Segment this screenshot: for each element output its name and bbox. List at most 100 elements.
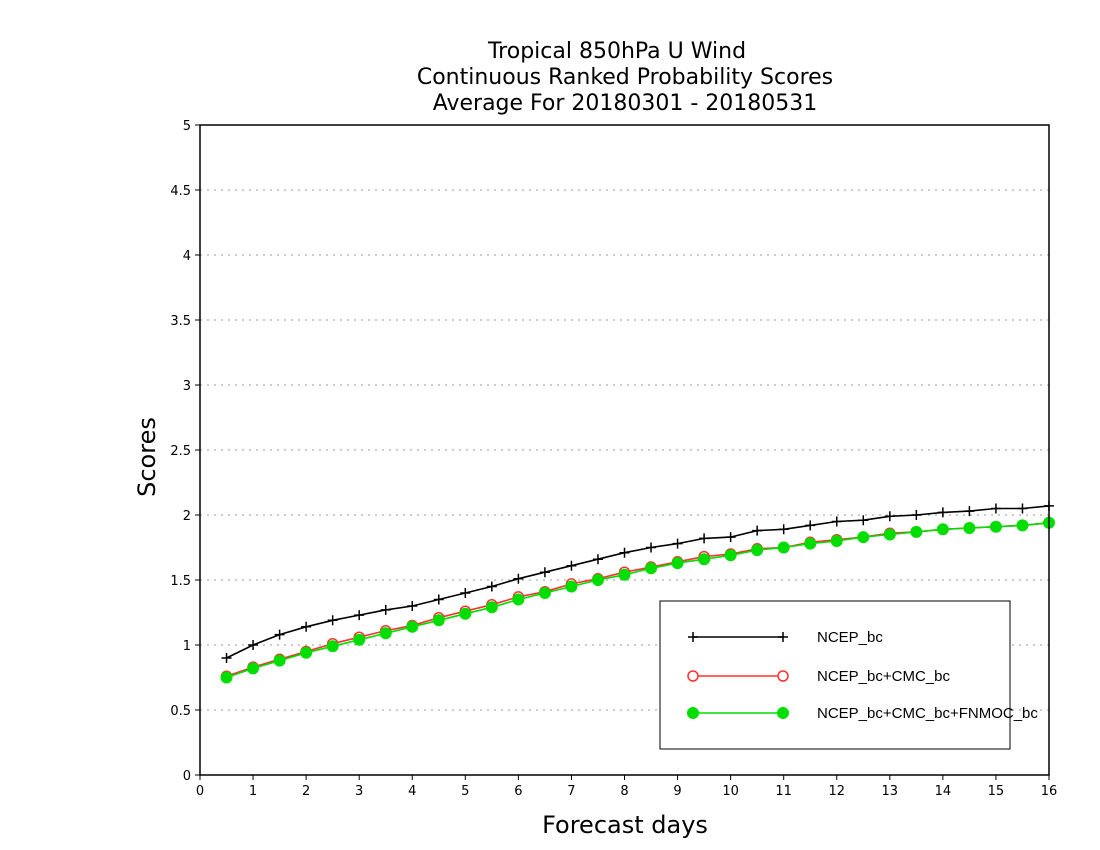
data-point-plus xyxy=(688,632,698,642)
data-series xyxy=(220,500,1055,684)
x-tick-label: 16 xyxy=(1041,784,1058,799)
data-point-filled-circle xyxy=(538,587,551,599)
data-point-filled-circle xyxy=(910,525,923,538)
data-point-plus xyxy=(884,511,895,522)
data-point-filled-circle xyxy=(671,557,684,570)
data-point-plus xyxy=(592,554,603,565)
data-point-plus xyxy=(805,520,816,531)
data-point-plus xyxy=(301,621,312,632)
legend-label: NCEP_bc+CMC_bc+FNMOC_bc xyxy=(817,705,1038,722)
x-tick-label: 12 xyxy=(828,784,845,799)
data-point-plus xyxy=(433,594,444,605)
data-point-filled-circle xyxy=(485,601,498,614)
data-point-filled-circle xyxy=(326,640,339,653)
data-point-filled-circle xyxy=(777,541,790,554)
data-point-filled-circle xyxy=(300,646,313,659)
x-tick-label: 13 xyxy=(882,784,899,799)
data-point-filled-circle xyxy=(645,562,658,575)
data-point-plus xyxy=(248,640,259,650)
data-point-filled-circle xyxy=(273,654,286,667)
data-point-filled-circle xyxy=(353,633,366,646)
data-point-filled-circle xyxy=(883,528,896,541)
data-point-open-circle xyxy=(777,670,789,682)
y-tick-label: 0.5 xyxy=(170,704,191,719)
legend-items: NCEP_bc NCEP_bc+CMC_bc NCEP_bc+CMC_bc+FNMO… xyxy=(687,629,1038,722)
x-tick-label: 15 xyxy=(988,784,1005,799)
data-point-plus xyxy=(646,542,657,553)
x-tick-label: 9 xyxy=(673,784,681,799)
data-point-plus xyxy=(725,532,736,543)
data-point-filled-circle xyxy=(459,607,472,620)
data-point-plus xyxy=(513,573,524,584)
data-point-plus xyxy=(539,567,550,578)
y-tick-label: 2.5 xyxy=(170,444,191,459)
data-point-plus xyxy=(778,632,788,642)
data-point-plus xyxy=(699,533,710,544)
y-tick-label: 1 xyxy=(183,639,191,654)
data-point-filled-circle xyxy=(724,549,737,562)
data-point-plus xyxy=(672,538,683,549)
legend-box xyxy=(659,600,1011,750)
series-1 xyxy=(221,500,1054,663)
data-point-plus xyxy=(911,510,922,520)
y-tick-label: 4 xyxy=(183,249,191,264)
y-axis-ticks: 0 0.5 1 1.5 2 2.5 3 3.5 4 4.5 5 xyxy=(170,119,200,784)
y-tick-label: 5 xyxy=(183,119,191,134)
data-point-filled-circle xyxy=(857,531,870,544)
data-point-plus xyxy=(752,525,763,536)
data-point-plus xyxy=(619,547,630,558)
x-tick-label: 10 xyxy=(722,784,739,799)
data-point-plus xyxy=(460,588,471,598)
data-point-plus xyxy=(221,653,232,663)
data-point-filled-circle xyxy=(1016,519,1029,532)
legend-label: NCEP_bc xyxy=(817,629,883,646)
x-axis-ticks: 0 1 2 3 4 5 6 7 8 9 10 11 12 13 14 15 16 xyxy=(196,775,1057,799)
data-point-filled-circle xyxy=(618,568,631,581)
data-point-filled-circle xyxy=(936,523,949,536)
data-point-plus xyxy=(380,604,391,615)
data-point-filled-circle xyxy=(687,707,699,719)
data-point-filled-circle xyxy=(698,553,711,566)
x-tick-label: 11 xyxy=(775,784,792,799)
x-tick-label: 8 xyxy=(620,784,628,799)
data-point-plus xyxy=(327,615,338,626)
data-point-plus xyxy=(407,601,418,611)
y-tick-label: 0 xyxy=(183,769,191,784)
data-point-filled-circle xyxy=(512,593,525,606)
x-tick-label: 1 xyxy=(249,784,257,799)
data-point-filled-circle xyxy=(247,662,260,675)
data-point-plus xyxy=(486,581,497,592)
data-point-plus xyxy=(778,524,789,535)
y-tick-label: 1.5 xyxy=(170,574,191,589)
data-point-plus xyxy=(858,515,869,526)
data-point-plus xyxy=(274,629,285,640)
x-tick-label: 2 xyxy=(302,784,310,799)
x-tick-label: 3 xyxy=(355,784,363,799)
legend-entry-1: NCEP_bc xyxy=(688,629,883,646)
y-tick-label: 3.5 xyxy=(170,314,191,329)
data-point-plus xyxy=(937,507,948,518)
legend-entry-2: NCEP_bc+CMC_bc xyxy=(687,668,950,685)
legend: NCEP_bc NCEP_bc+CMC_bc NCEP_bc+CMC_bc+FNMO… xyxy=(659,600,1038,750)
x-tick-label: 4 xyxy=(408,784,416,799)
data-point-plus xyxy=(990,503,1001,514)
x-tick-label: 7 xyxy=(567,784,575,799)
legend-label: NCEP_bc+CMC_bc xyxy=(817,668,950,685)
data-point-plus xyxy=(964,506,975,517)
data-point-plus xyxy=(354,610,365,621)
data-point-filled-circle xyxy=(989,520,1002,533)
data-point-filled-circle xyxy=(565,580,578,593)
data-point-filled-circle xyxy=(963,522,976,534)
data-point-filled-circle xyxy=(751,544,764,557)
data-point-filled-circle xyxy=(804,537,817,550)
data-point-filled-circle xyxy=(406,620,419,633)
y-tick-label: 2 xyxy=(183,509,191,524)
title-line-3: Average For 20180301 - 20180531 xyxy=(433,91,818,116)
y-tick-label: 4.5 xyxy=(170,184,191,199)
x-tick-label: 14 xyxy=(935,784,952,799)
data-point-filled-circle xyxy=(777,707,789,719)
data-point-filled-circle xyxy=(379,627,392,640)
y-tick-label: 3 xyxy=(183,379,191,394)
x-tick-label: 0 xyxy=(196,784,204,799)
